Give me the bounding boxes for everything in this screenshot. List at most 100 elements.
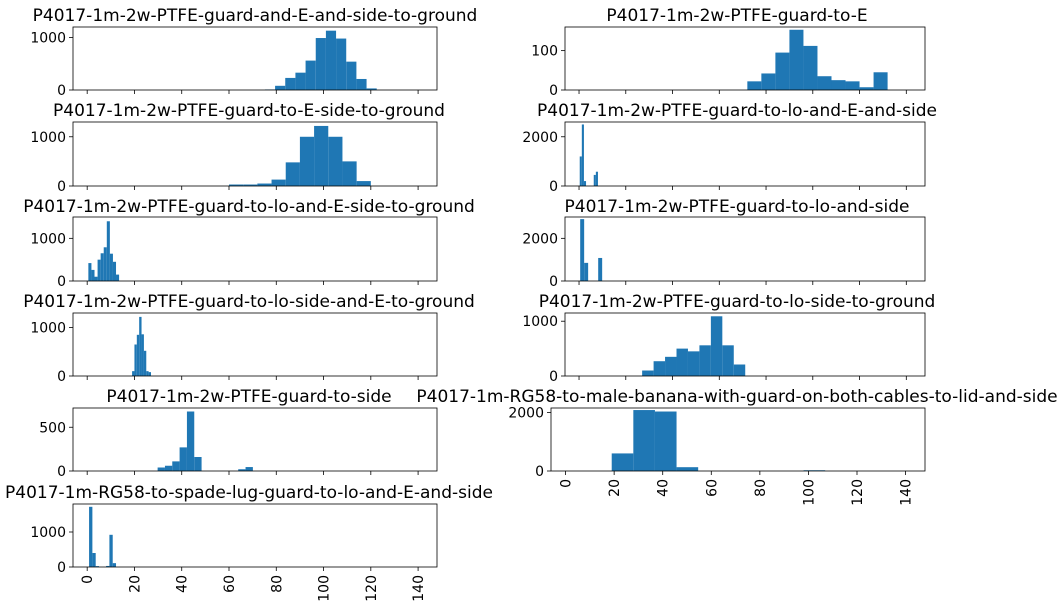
histogram-bar (88, 263, 92, 281)
histogram-bar (676, 348, 688, 376)
histogram-bar (803, 45, 818, 90)
histogram-bar (676, 467, 699, 471)
y-tick-label: 1000 (30, 31, 66, 47)
histogram-bar (761, 73, 776, 90)
histogram-bar (245, 467, 253, 471)
histogram-bar (132, 371, 135, 376)
histogram-bar (611, 453, 634, 471)
axes-frame (72, 216, 438, 282)
x-tick-label: 100 (317, 575, 333, 602)
histogram-bar (194, 457, 202, 471)
histogram-bar (699, 345, 711, 376)
y-tick-label: 0 (57, 179, 66, 195)
y-tick-label: 1000 (30, 130, 66, 146)
x-tick-label: 120 (364, 575, 380, 602)
histogram-bar (817, 76, 832, 90)
x-tick-label: 140 (411, 575, 427, 602)
axes-frame (72, 26, 438, 91)
y-tick-label: 0 (535, 464, 544, 480)
y-tick-label: 1000 (30, 231, 66, 247)
histogram-bar (342, 161, 357, 186)
y-tick-label: 0 (57, 274, 66, 290)
histogram-panel-2: P4017-1m-2w-PTFE-guard-to-E 0 100 (531, 6, 926, 99)
histogram-bar (186, 411, 195, 471)
y-tick-label: 0 (57, 464, 66, 480)
panel-title-6: P4017-1m-2w-PTFE-guard-to-lo-and-side (565, 197, 910, 217)
axes-frame (564, 216, 926, 282)
histogram-bar (356, 181, 371, 186)
histogram-bar (94, 276, 98, 281)
histogram-bar (91, 269, 95, 281)
axes-frame (72, 407, 438, 472)
histogram-panel-8: P4017-1m-2w-PTFE-guard-to-lo-side-to-gro… (522, 292, 935, 385)
x-tick-label: 60 (222, 575, 238, 593)
histogram-bar (275, 85, 286, 90)
histogram-panel-11: P4017-1m-RG58-to-spade-lug-guard-to-lo-a… (5, 483, 493, 602)
y-tick-label: 0 (549, 179, 558, 195)
histogram-bar (642, 370, 654, 376)
panel-title-8: P4017-1m-2w-PTFE-guard-to-lo-side-to-gro… (539, 292, 936, 312)
histogram-panel-5: P4017-1m-2w-PTFE-guard-to-lo-and-E-side-… (23, 197, 475, 290)
histogram-bar (103, 247, 107, 281)
histogram-bar (859, 87, 874, 90)
axes-frame (72, 503, 438, 568)
y-tick-label: 100 (531, 44, 558, 60)
x-tick-label: 40 (175, 575, 191, 593)
panel-title-5: P4017-1m-2w-PTFE-guard-to-lo-and-E-side-… (23, 197, 475, 217)
panel-title-3: P4017-1m-2w-PTFE-guard-to-E-side-to-grou… (53, 101, 445, 121)
histogram-bar (305, 60, 316, 90)
histogram-bar (580, 219, 585, 281)
y-tick-label: 2000 (508, 405, 544, 421)
histogram-bar (271, 179, 286, 186)
histogram-bar (257, 183, 272, 186)
histogram-bar (139, 316, 142, 376)
histogram-bar (164, 465, 173, 471)
histogram-bar (873, 72, 888, 90)
histogram-panel-9: P4017-1m-2w-PTFE-guard-to-side 0 500 (39, 387, 438, 480)
histogram-bar (157, 467, 165, 471)
histogram-bar (106, 221, 110, 281)
histogram-bar (285, 77, 296, 90)
histogram-bar (733, 364, 746, 376)
panel-title-10: P4017-1m-RG58-to-male-banana-with-guard-… (416, 387, 1057, 407)
histogram-bar (325, 30, 337, 90)
y-tick-label: 1000 (30, 525, 66, 541)
histogram-bar (109, 253, 113, 281)
histogram-bar (579, 156, 582, 186)
y-tick-label: 1000 (522, 314, 558, 330)
x-tick-label: 40 (656, 479, 672, 497)
histogram-panel-4: P4017-1m-2w-PTFE-guard-to-lo-and-E-and-s… (522, 101, 937, 195)
histogram-bar (747, 81, 762, 90)
y-tick-label: 0 (57, 560, 66, 576)
histogram-bar (146, 371, 149, 376)
histogram-bar (315, 38, 326, 90)
histogram-panel-1: P4017-1m-2w-PTFE-guard-and-E-and-side-to… (30, 6, 477, 99)
axes-frame (564, 312, 926, 377)
y-tick-label: 2000 (522, 130, 558, 146)
panel-title-4: P4017-1m-2w-PTFE-guard-to-lo-and-E-and-s… (537, 101, 937, 121)
histogram-bar (136, 334, 140, 376)
histogram-bar (95, 566, 99, 568)
y-tick-label: 0 (57, 369, 66, 385)
x-tick-label: 60 (704, 479, 720, 497)
histogram-bar (112, 563, 117, 567)
histogram-bar (687, 351, 700, 376)
axes-frame (72, 312, 438, 377)
histogram-bar (775, 52, 790, 90)
histogram-bar (583, 181, 587, 186)
panel-title-9: P4017-1m-2w-PTFE-guard-to-side (106, 387, 391, 407)
histogram-bar (314, 125, 329, 186)
histogram-bar (366, 88, 377, 90)
panel-title-11: P4017-1m-RG58-to-spade-lug-guard-to-lo-a… (5, 483, 493, 503)
x-tick-label: 0 (559, 479, 575, 488)
panel-title-2: P4017-1m-2w-PTFE-guard-to-E (606, 6, 867, 26)
axes-frame (564, 121, 926, 187)
histogram-panel-6: P4017-1m-2w-PTFE-guard-to-lo-and-side 0 2… (522, 197, 926, 290)
x-tick-label: 100 (801, 479, 817, 506)
histogram-bar (346, 61, 357, 90)
histogram-bar (653, 361, 666, 376)
histogram-bar (229, 184, 244, 186)
x-tick-label: 120 (850, 479, 866, 506)
histogram-bar (92, 553, 96, 567)
